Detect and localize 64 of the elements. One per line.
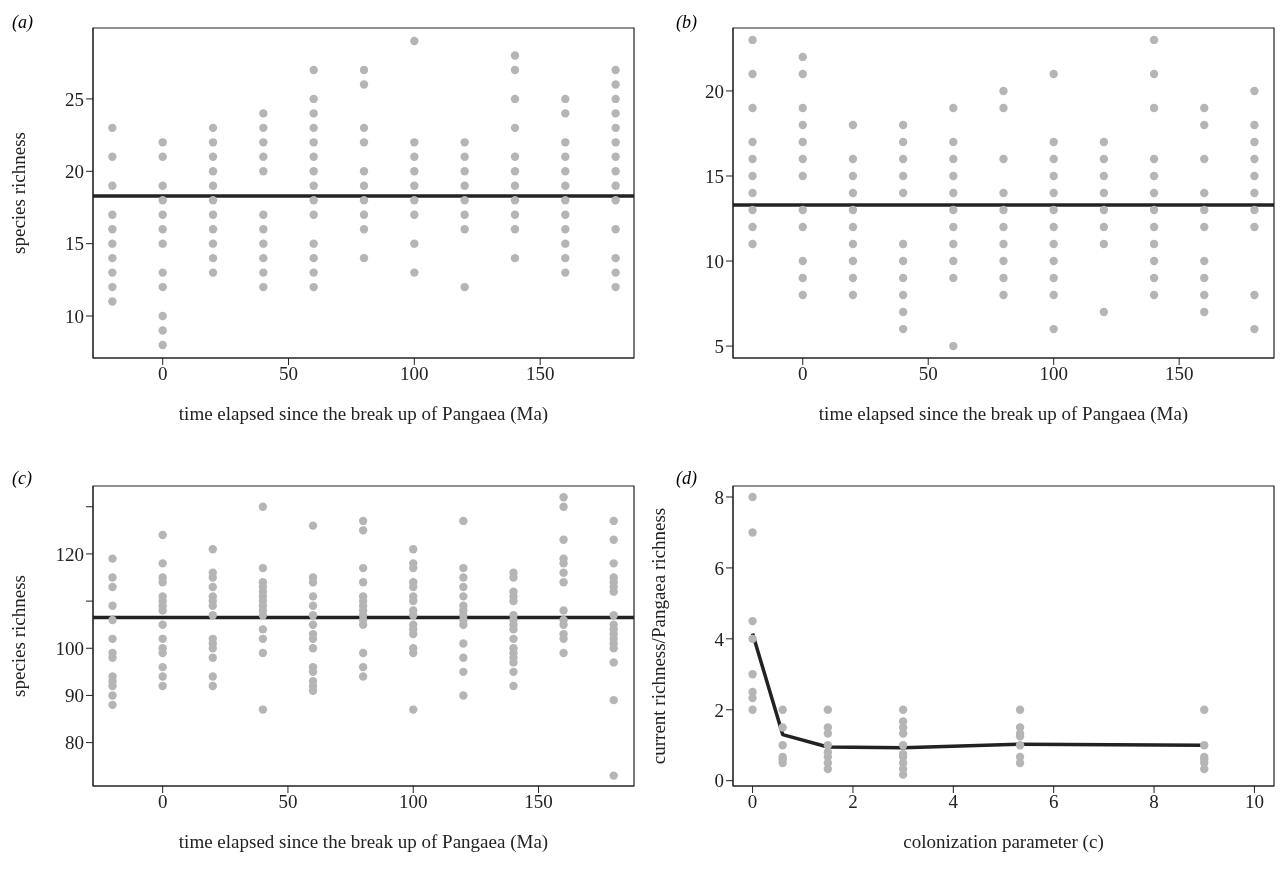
x-axis-title: time elapsed since the break up of Pangaea (Ma)	[178, 403, 549, 425]
y-tick-label: 25	[65, 88, 84, 110]
x-tick-label: 150	[524, 791, 553, 813]
point	[1200, 741, 1209, 750]
chart-title: (c)	[12, 468, 32, 489]
chart-title: (b)	[676, 12, 697, 33]
x-tick-label: 100	[400, 363, 429, 385]
point	[823, 705, 833, 714]
point	[748, 528, 757, 537]
x-tick-label: 150	[1164, 363, 1194, 385]
point	[898, 705, 908, 714]
y-tick-label: 5	[714, 335, 724, 357]
point	[1200, 705, 1209, 714]
x-tick-label: 100	[1039, 363, 1068, 385]
y-tick-label: 0	[714, 770, 724, 792]
point	[748, 492, 757, 502]
y-axis-title: species richness	[7, 575, 29, 697]
y-tick-label: 6	[714, 557, 724, 579]
y-tick-label: 8	[714, 486, 724, 508]
x-tick-label: 10	[1244, 791, 1264, 813]
y-tick-label: 80	[65, 732, 84, 754]
x-tick-label: 6	[1048, 791, 1059, 813]
y-tick-label: 20	[705, 80, 724, 102]
point	[898, 741, 908, 750]
y-tick-label: 120	[55, 543, 84, 565]
chart-title: (a)	[12, 12, 33, 33]
y-axis-title: species richness	[7, 132, 29, 254]
y-tick-label: 15	[705, 165, 724, 187]
point	[748, 634, 757, 644]
x-tick-label: 50	[279, 363, 299, 385]
x-tick-label: 4	[948, 791, 959, 813]
y-tick-label: 100	[55, 638, 84, 660]
x-tick-label: 100	[398, 791, 428, 813]
y-tick-label: 90	[65, 685, 84, 707]
y-tick-label: 10	[705, 250, 724, 272]
chart-title: (d)	[676, 468, 697, 489]
point	[748, 616, 757, 626]
x-tick-label: 0	[157, 363, 168, 385]
x-tick-label: 8	[1149, 791, 1159, 813]
x-tick-label: 2	[848, 791, 858, 813]
x-tick-label: 50	[918, 363, 938, 385]
y-axis-title: current richness/Pangaea richness	[647, 507, 669, 765]
point	[823, 729, 833, 738]
x-axis-title: time elapsed since the break up of Pangaea (Ma)	[818, 403, 1189, 425]
x-axis-title: time elapsed since the break up of Pangaea (Ma)	[178, 831, 549, 853]
x-tick-label: 0	[798, 363, 808, 385]
y-tick-label: 2	[714, 699, 724, 721]
y-tick-label: 20	[65, 161, 84, 183]
y-tick-label: 4	[714, 628, 725, 650]
point	[748, 705, 757, 714]
x-tick-label: 0	[157, 791, 168, 813]
point	[778, 741, 787, 750]
x-tick-label: 0	[747, 791, 758, 813]
point	[748, 670, 757, 679]
x-tick-label: 150	[525, 363, 555, 385]
y-tick-label: 10	[65, 305, 84, 327]
point	[1015, 705, 1025, 714]
point	[1015, 741, 1025, 750]
x-tick-label: 50	[278, 791, 298, 813]
point	[778, 723, 787, 732]
x-axis-title: colonization parameter (c)	[903, 831, 1104, 853]
point	[898, 729, 908, 738]
y-tick-label: 15	[65, 233, 84, 255]
point	[778, 705, 787, 714]
